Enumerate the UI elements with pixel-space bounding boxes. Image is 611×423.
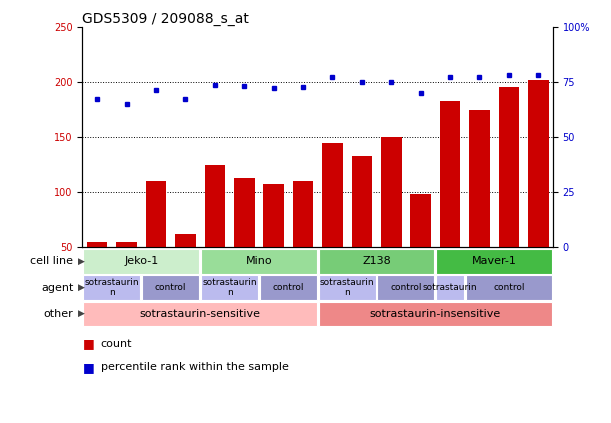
Text: sotrastaurin
n: sotrastaurin n [320, 278, 375, 297]
Text: control: control [493, 283, 525, 292]
Bar [293, 181, 313, 302]
Bar [116, 242, 137, 302]
Bar [260, 275, 317, 300]
Text: ▶: ▶ [78, 309, 85, 319]
Text: ■: ■ [82, 338, 94, 350]
Bar [466, 275, 552, 300]
Bar [205, 165, 225, 302]
Text: cell line: cell line [31, 256, 73, 266]
Text: control: control [155, 283, 186, 292]
Text: Mino: Mino [246, 256, 273, 266]
Text: ▶: ▶ [78, 283, 85, 292]
Text: sotrastaurin-insensitive: sotrastaurin-insensitive [370, 309, 501, 319]
Bar [83, 302, 317, 326]
Text: agent: agent [41, 283, 73, 293]
Bar [411, 194, 431, 302]
Text: sotrastaurin-sensitive: sotrastaurin-sensitive [139, 309, 261, 319]
Bar [83, 275, 141, 300]
Text: Jeko-1: Jeko-1 [124, 256, 158, 266]
Text: percentile rank within the sample: percentile rank within the sample [101, 362, 288, 372]
Bar [499, 87, 519, 302]
Bar [378, 275, 434, 300]
Bar [145, 181, 166, 302]
Bar [201, 275, 258, 300]
Text: sotrastaurin
n: sotrastaurin n [202, 278, 257, 297]
Bar [351, 156, 372, 302]
Bar [436, 275, 464, 300]
Bar [318, 302, 552, 326]
Bar [318, 249, 434, 274]
Text: count: count [101, 339, 133, 349]
Bar [234, 178, 255, 302]
Bar [263, 184, 284, 302]
Bar [142, 275, 199, 300]
Bar [175, 234, 196, 302]
Bar [440, 101, 460, 302]
Text: sotrastaurin
n: sotrastaurin n [84, 278, 139, 297]
Bar [322, 143, 343, 302]
Bar [436, 249, 552, 274]
Bar [83, 249, 199, 274]
Bar [469, 110, 490, 302]
Text: other: other [43, 309, 73, 319]
Bar [318, 275, 376, 300]
Bar [381, 137, 401, 302]
Text: Maver-1: Maver-1 [472, 256, 516, 266]
Text: ■: ■ [82, 361, 94, 374]
Text: GDS5309 / 209088_s_at: GDS5309 / 209088_s_at [82, 12, 249, 27]
Text: ▶: ▶ [78, 257, 85, 266]
Text: control: control [273, 283, 304, 292]
Bar [87, 242, 108, 302]
Bar [201, 249, 317, 274]
Text: Z138: Z138 [362, 256, 391, 266]
Text: sotrastaurin: sotrastaurin [423, 283, 477, 292]
Bar [528, 80, 549, 302]
Text: control: control [390, 283, 422, 292]
